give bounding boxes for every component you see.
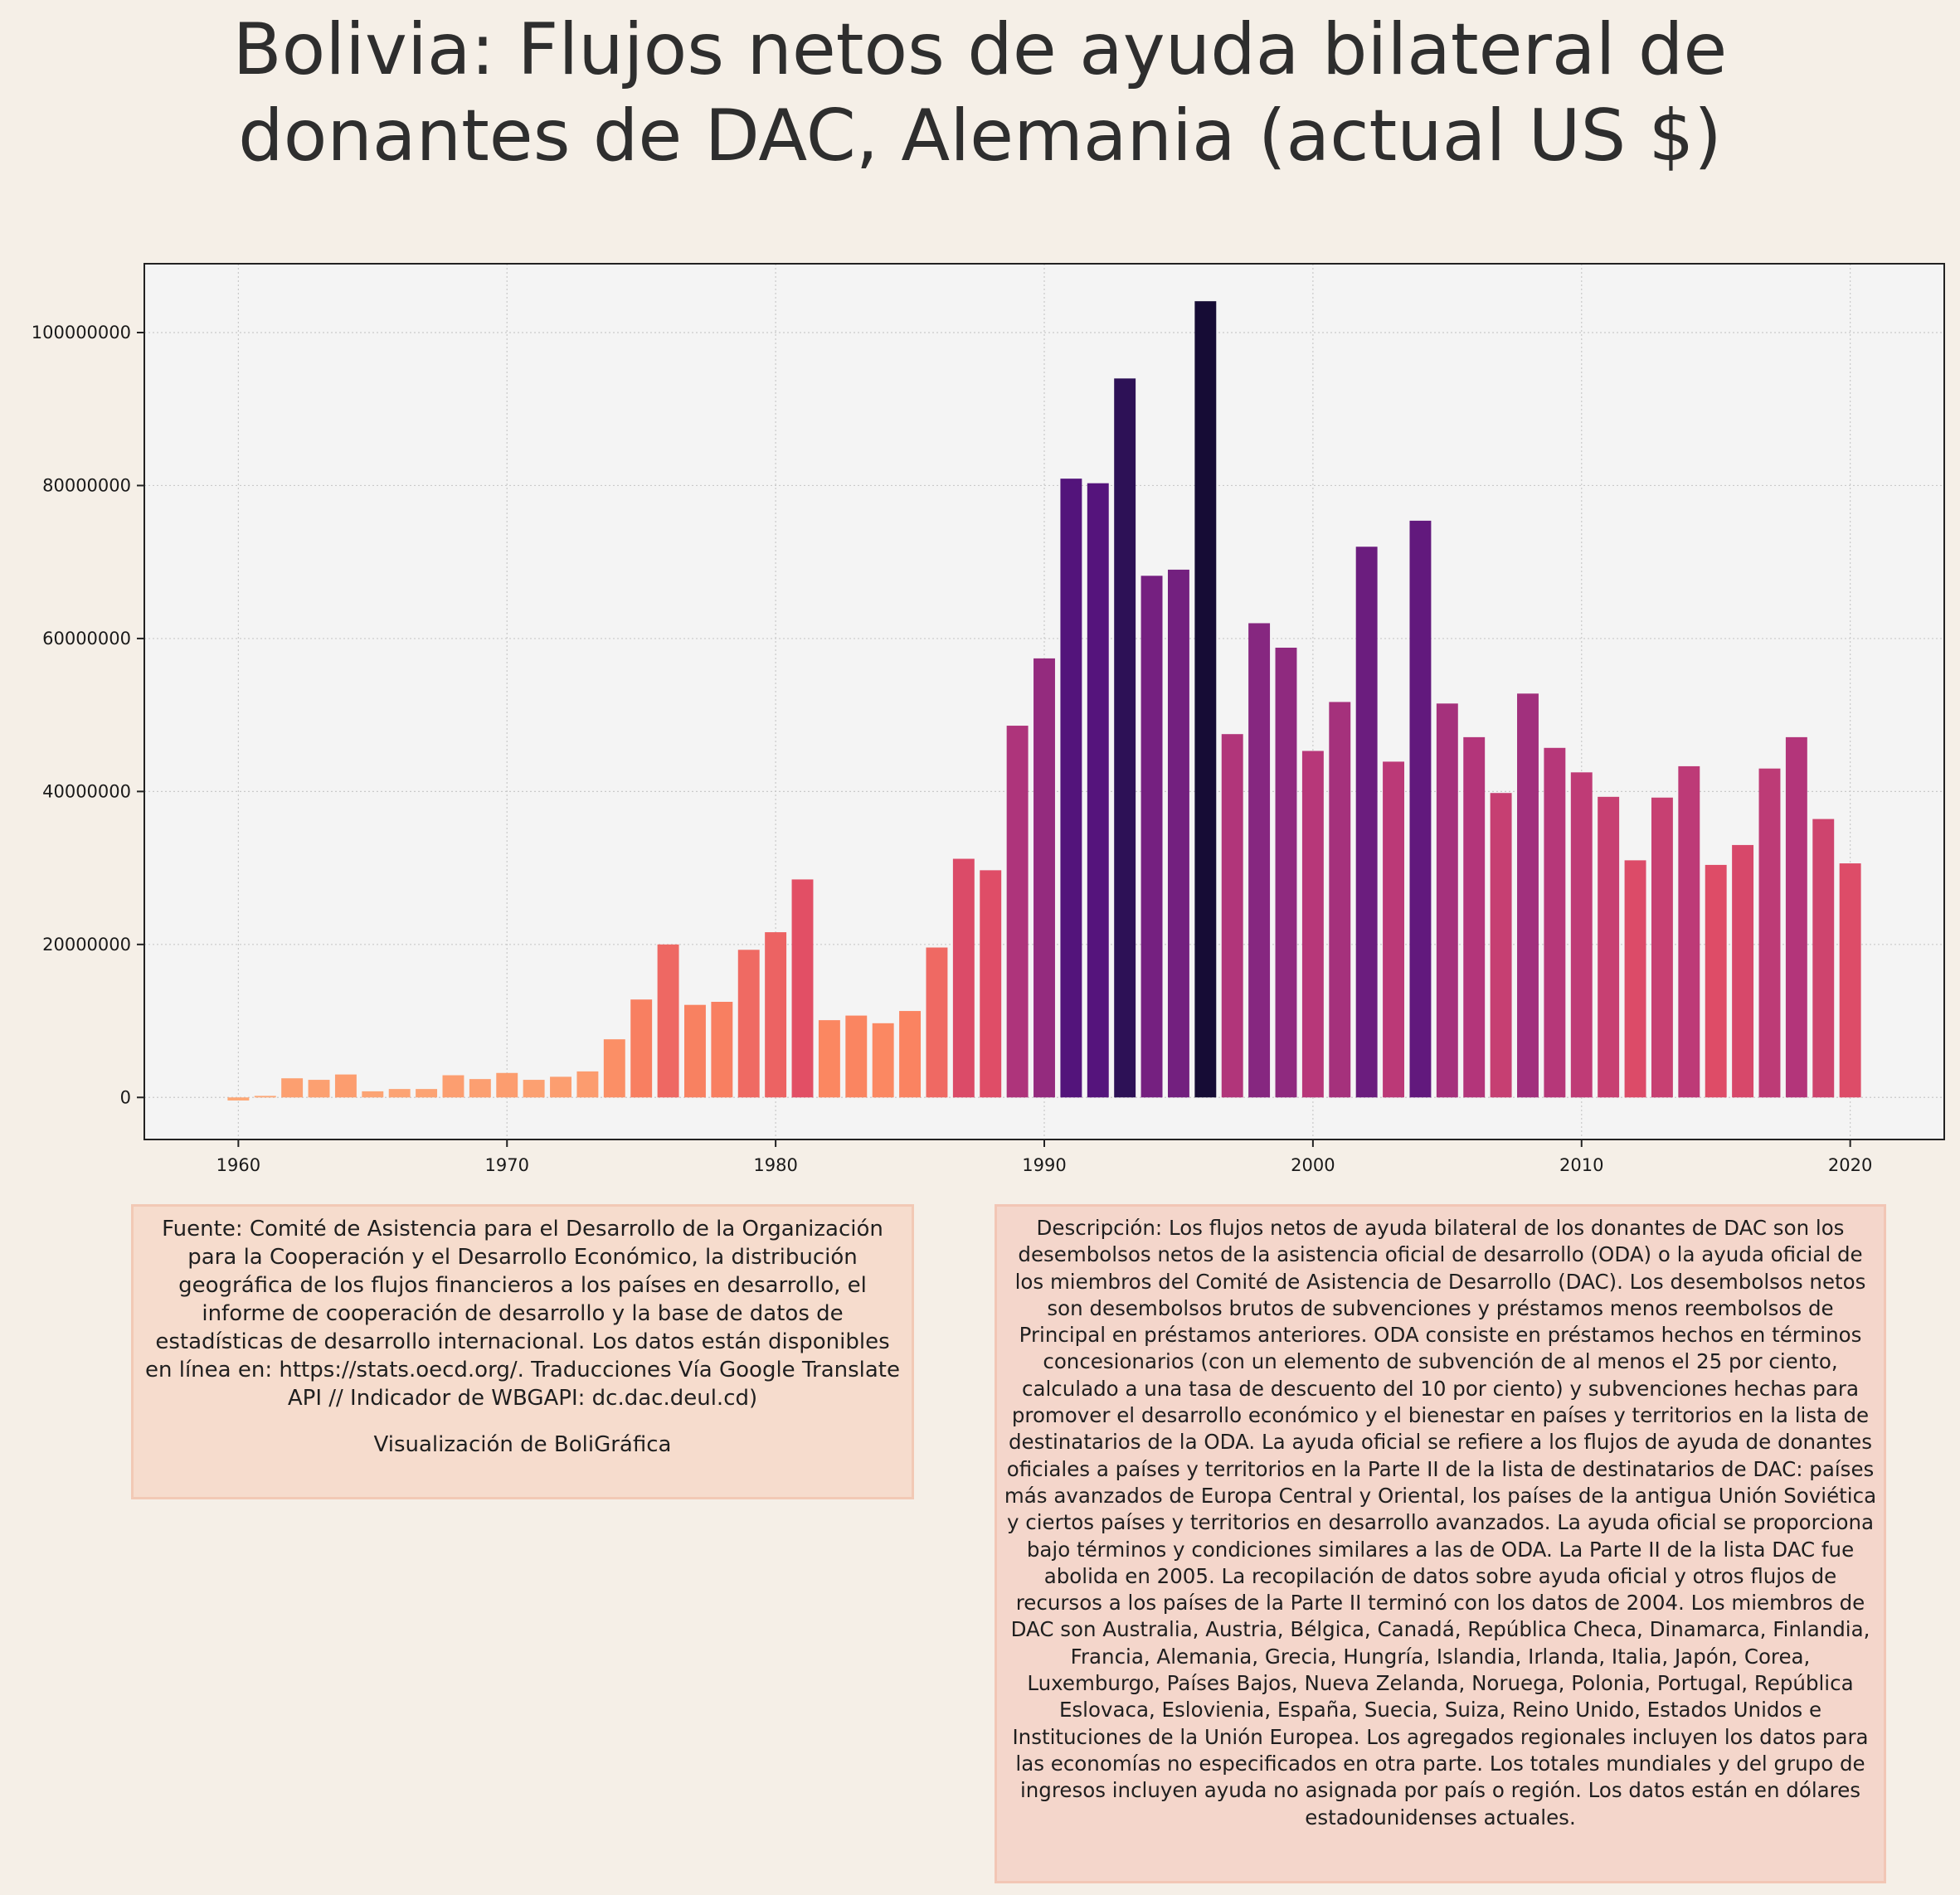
description-note: Descripción: Los flujos netos de ayuda b… [995, 1204, 1886, 1883]
bar [952, 858, 975, 1098]
y-tick-label: 0 [120, 1087, 131, 1107]
bar [630, 999, 653, 1098]
bar [980, 870, 1002, 1098]
y-tick-label: 40000000 [42, 781, 131, 801]
bar [281, 1078, 304, 1098]
bar [1167, 569, 1189, 1098]
bar [603, 1039, 625, 1098]
bar [1060, 479, 1082, 1098]
bar [1114, 378, 1136, 1098]
bar [227, 1097, 250, 1101]
bar [362, 1091, 384, 1098]
source-text: Fuente: Comité de Asistencia para el Des… [144, 1217, 900, 1411]
bar [254, 1096, 276, 1098]
bar [818, 1020, 840, 1098]
bar [684, 1004, 706, 1098]
bar [1651, 797, 1673, 1098]
bar [899, 1011, 922, 1098]
bar [416, 1089, 438, 1098]
bar [308, 1080, 330, 1098]
y-axis: 0 20000000 40000000 60000000 80000000 1000000… [32, 323, 144, 1107]
bar [1329, 702, 1351, 1098]
bar [1409, 520, 1432, 1098]
bar [1490, 793, 1512, 1098]
y-tick-label: 60000000 [42, 629, 131, 649]
bars [227, 301, 1861, 1101]
bar [1598, 796, 1620, 1098]
bar [1785, 736, 1807, 1098]
bar [657, 944, 679, 1098]
bar [1221, 734, 1243, 1098]
bar [1624, 860, 1646, 1098]
bar [1383, 761, 1404, 1098]
chart-title: Bolivia: Flujos netos de ayuda bilateral… [0, 7, 1960, 179]
x-tick-label: 1960 [216, 1155, 260, 1175]
bar [1705, 864, 1727, 1098]
bar [711, 1001, 733, 1098]
source-note: Fuente: Comité de Asistencia para el Des… [131, 1204, 914, 1499]
bar [1732, 844, 1754, 1098]
y-tick-label: 100000000 [32, 323, 131, 343]
bar [1812, 819, 1835, 1098]
bar [1544, 747, 1566, 1098]
bar [1087, 483, 1109, 1098]
bar [1517, 693, 1539, 1098]
bar [1570, 772, 1593, 1098]
bar [1301, 751, 1324, 1098]
x-tick-label: 2020 [1828, 1155, 1872, 1175]
x-tick-label: 2000 [1291, 1155, 1335, 1175]
bar [845, 1015, 868, 1098]
bar [496, 1072, 518, 1098]
chart-title-line-1: Bolivia: Flujos netos de ayuda bilateral… [232, 8, 1728, 91]
bar [1033, 658, 1055, 1098]
bar [737, 950, 760, 1098]
bar-chart: 1960 1970 1980 1990 2000 2010 2020 0 20000000 40… [32, 263, 1945, 1175]
bar [926, 947, 948, 1098]
bar [791, 879, 814, 1098]
bar [442, 1075, 464, 1098]
bar [334, 1074, 357, 1098]
x-tick-label: 1980 [753, 1155, 797, 1175]
x-tick-label: 1990 [1022, 1155, 1066, 1175]
description-text: Descripción: Los flujos netos de ayuda b… [1004, 1216, 1877, 1829]
bar [576, 1071, 599, 1098]
bar [1839, 863, 1861, 1098]
y-tick-label: 80000000 [42, 475, 131, 495]
bar [1006, 726, 1029, 1098]
bar [523, 1080, 545, 1098]
bar [872, 1023, 894, 1098]
bar [1678, 765, 1700, 1098]
bar [1355, 547, 1378, 1098]
bar [765, 932, 787, 1098]
source-credit: Visualización de BoliGráfica [373, 1432, 672, 1457]
y-tick-label: 20000000 [42, 935, 131, 955]
x-axis: 1960 1970 1980 1990 2000 2010 2020 [216, 1139, 1872, 1175]
bar [469, 1079, 491, 1098]
x-tick-label: 1970 [485, 1155, 529, 1175]
bar [1140, 576, 1163, 1098]
bar [1275, 647, 1297, 1098]
bar [1463, 736, 1486, 1098]
bar [550, 1076, 571, 1098]
bar [388, 1089, 411, 1098]
bar [1758, 768, 1781, 1098]
bar [1194, 301, 1217, 1098]
bar [1248, 623, 1271, 1098]
bar [1436, 703, 1458, 1098]
chart-title-line-2: donantes de DAC, Alemania (actual US $) [238, 95, 1722, 177]
x-tick-label: 2010 [1559, 1155, 1603, 1175]
